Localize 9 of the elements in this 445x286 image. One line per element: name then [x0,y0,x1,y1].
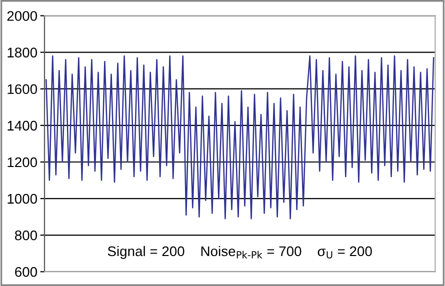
y-tick-label: 800 [14,230,38,240]
y-tick-label: 1400 [8,120,38,131]
y-tick-label: 1800 [8,48,38,58]
y-tick-label: 1000 [8,194,38,204]
y-tick-label: 2000 [7,11,38,21]
y-tick-label: 1200 [8,157,38,168]
y-tick-label: 600 [15,267,38,277]
annotation: Signal = 200 Noise$_{Pk-Pk}$ = 700 σ$_{U}$ = 200 [108,246,372,259]
y-tick-label: 1600 [8,84,38,94]
